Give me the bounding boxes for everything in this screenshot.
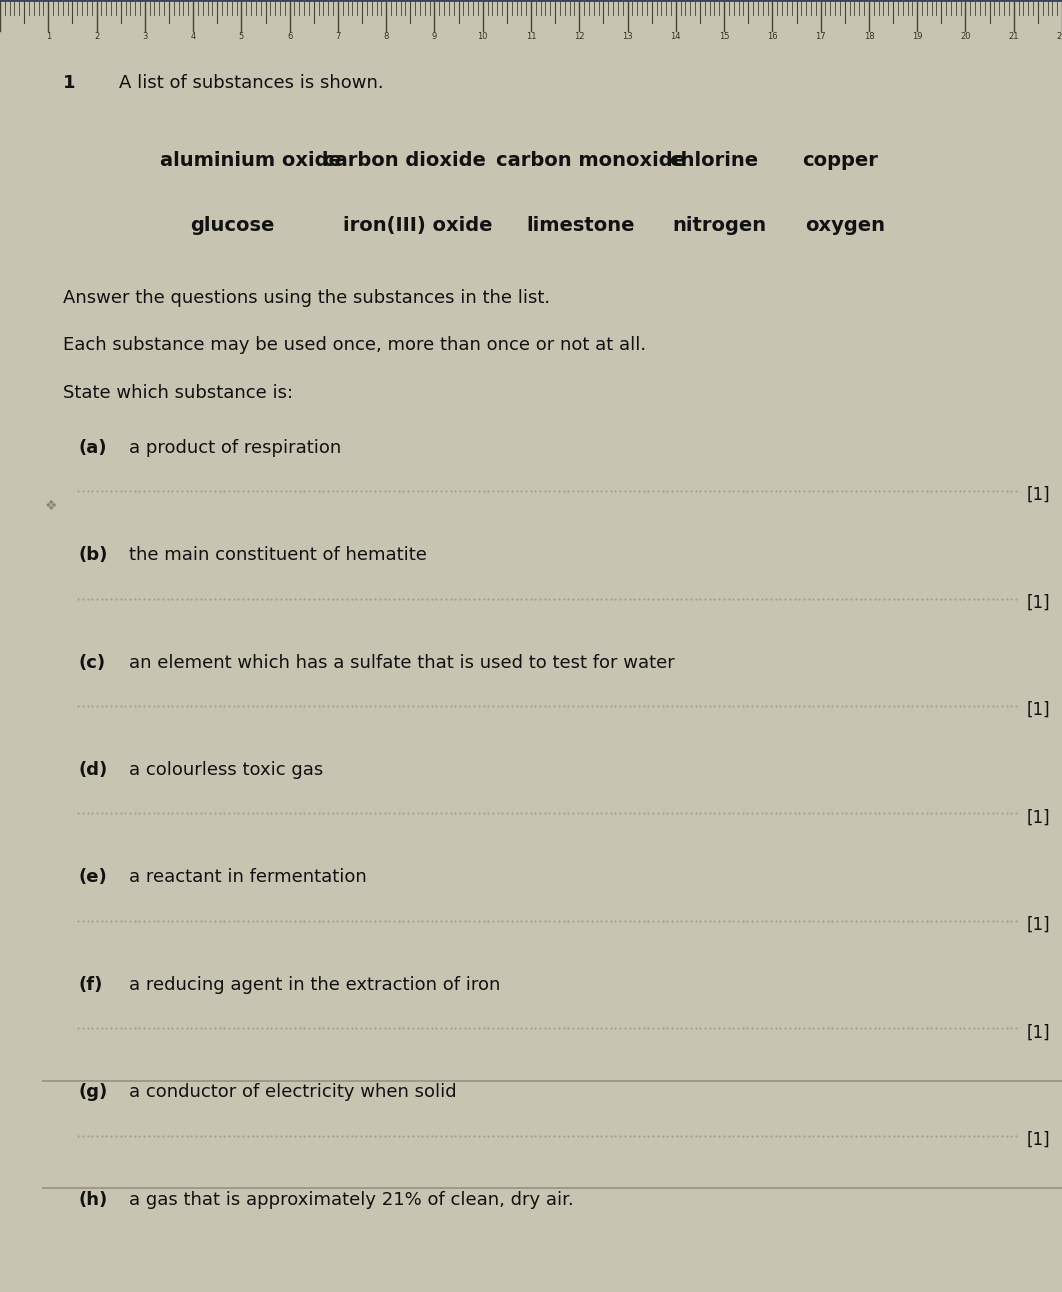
Text: nitrogen: nitrogen <box>672 216 767 235</box>
Text: 9: 9 <box>432 31 438 40</box>
Text: 1: 1 <box>46 31 51 40</box>
Text: [1]: [1] <box>1026 486 1050 504</box>
Text: chlorine: chlorine <box>669 151 758 171</box>
Text: [1]: [1] <box>1026 1023 1050 1041</box>
Text: 6: 6 <box>287 31 292 40</box>
Text: 10: 10 <box>478 31 487 40</box>
Text: (c): (c) <box>79 654 105 672</box>
Text: (d): (d) <box>79 761 107 779</box>
Text: Answer the questions using the substances in the list.: Answer the questions using the substance… <box>63 288 550 306</box>
Text: 18: 18 <box>863 31 874 40</box>
Text: 1: 1 <box>63 74 75 92</box>
Text: carbon monoxide: carbon monoxide <box>496 151 686 171</box>
Text: a reducing agent in the extraction of iron: a reducing agent in the extraction of ir… <box>130 975 500 994</box>
Text: 12: 12 <box>575 31 584 40</box>
Text: (f): (f) <box>79 975 103 994</box>
Text: a conductor of electricity when solid: a conductor of electricity when solid <box>130 1084 457 1101</box>
Text: carbon dioxide: carbon dioxide <box>323 151 485 171</box>
Text: State which substance is:: State which substance is: <box>63 384 293 402</box>
Text: (h): (h) <box>79 1191 107 1209</box>
Text: 19: 19 <box>912 31 923 40</box>
Text: 22: 22 <box>1057 31 1062 40</box>
Text: the main constituent of hematite: the main constituent of hematite <box>130 547 427 565</box>
Text: copper: copper <box>802 151 878 171</box>
Text: limestone: limestone <box>527 216 635 235</box>
Text: 15: 15 <box>719 31 730 40</box>
Text: a reactant in fermentation: a reactant in fermentation <box>130 868 366 886</box>
Text: 5: 5 <box>239 31 244 40</box>
Text: 2: 2 <box>93 31 99 40</box>
Text: 13: 13 <box>622 31 633 40</box>
Text: 11: 11 <box>526 31 536 40</box>
Text: (b): (b) <box>79 547 107 565</box>
Text: [1]: [1] <box>1026 916 1050 934</box>
Text: 4: 4 <box>190 31 195 40</box>
Text: a colourless toxic gas: a colourless toxic gas <box>130 761 324 779</box>
Text: aluminium oxide: aluminium oxide <box>159 151 342 171</box>
Text: 7: 7 <box>336 31 341 40</box>
Text: an element which has a sulfate that is used to test for water: an element which has a sulfate that is u… <box>130 654 674 672</box>
Text: 14: 14 <box>670 31 681 40</box>
Text: [1]: [1] <box>1026 1130 1050 1149</box>
Text: Each substance may be used once, more than once or not at all.: Each substance may be used once, more th… <box>63 336 646 354</box>
Text: 21: 21 <box>1009 31 1018 40</box>
Text: [1]: [1] <box>1026 809 1050 827</box>
Text: (e): (e) <box>79 868 107 886</box>
Text: ❖: ❖ <box>45 499 57 513</box>
Text: [1]: [1] <box>1026 593 1050 611</box>
Text: a product of respiration: a product of respiration <box>130 439 341 456</box>
Text: a gas that is approximately 21% of clean, dry air.: a gas that is approximately 21% of clean… <box>130 1191 573 1209</box>
Text: 8: 8 <box>383 31 389 40</box>
Text: glucose: glucose <box>190 216 275 235</box>
Text: 20: 20 <box>960 31 971 40</box>
Text: 3: 3 <box>142 31 148 40</box>
Text: oxygen: oxygen <box>805 216 885 235</box>
Text: iron(III) oxide: iron(III) oxide <box>343 216 493 235</box>
Text: (a): (a) <box>79 439 106 456</box>
Text: 17: 17 <box>816 31 826 40</box>
Text: A list of substances is shown.: A list of substances is shown. <box>119 74 383 92</box>
Text: 16: 16 <box>767 31 777 40</box>
Text: (g): (g) <box>79 1084 107 1101</box>
Text: [1]: [1] <box>1026 702 1050 720</box>
